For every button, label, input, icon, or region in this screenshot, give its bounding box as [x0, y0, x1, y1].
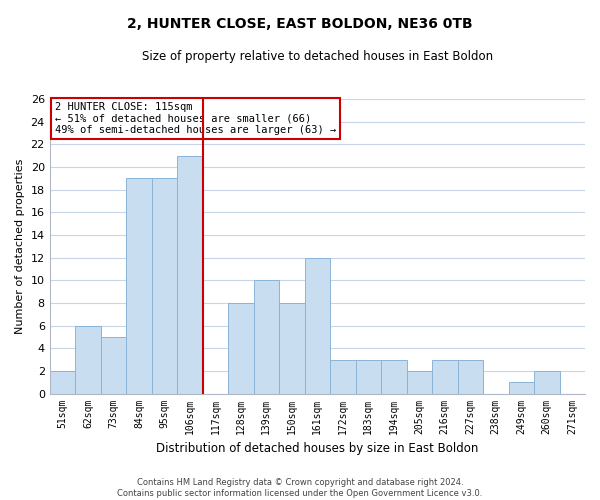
Bar: [356, 360, 381, 394]
Bar: [177, 156, 203, 394]
Bar: [254, 280, 279, 394]
Bar: [381, 360, 407, 394]
Bar: [75, 326, 101, 394]
Y-axis label: Number of detached properties: Number of detached properties: [15, 158, 25, 334]
Bar: [534, 371, 560, 394]
X-axis label: Distribution of detached houses by size in East Boldon: Distribution of detached houses by size …: [156, 442, 479, 455]
Bar: [305, 258, 330, 394]
Bar: [126, 178, 152, 394]
Bar: [50, 371, 75, 394]
Title: Size of property relative to detached houses in East Boldon: Size of property relative to detached ho…: [142, 50, 493, 63]
Bar: [458, 360, 483, 394]
Bar: [330, 360, 356, 394]
Text: Contains HM Land Registry data © Crown copyright and database right 2024.
Contai: Contains HM Land Registry data © Crown c…: [118, 478, 482, 498]
Bar: [228, 303, 254, 394]
Bar: [152, 178, 177, 394]
Bar: [509, 382, 534, 394]
Bar: [101, 337, 126, 394]
Text: 2 HUNTER CLOSE: 115sqm
← 51% of detached houses are smaller (66)
49% of semi-det: 2 HUNTER CLOSE: 115sqm ← 51% of detached…: [55, 102, 336, 135]
Bar: [432, 360, 458, 394]
Text: 2, HUNTER CLOSE, EAST BOLDON, NE36 0TB: 2, HUNTER CLOSE, EAST BOLDON, NE36 0TB: [127, 18, 473, 32]
Bar: [279, 303, 305, 394]
Bar: [407, 371, 432, 394]
